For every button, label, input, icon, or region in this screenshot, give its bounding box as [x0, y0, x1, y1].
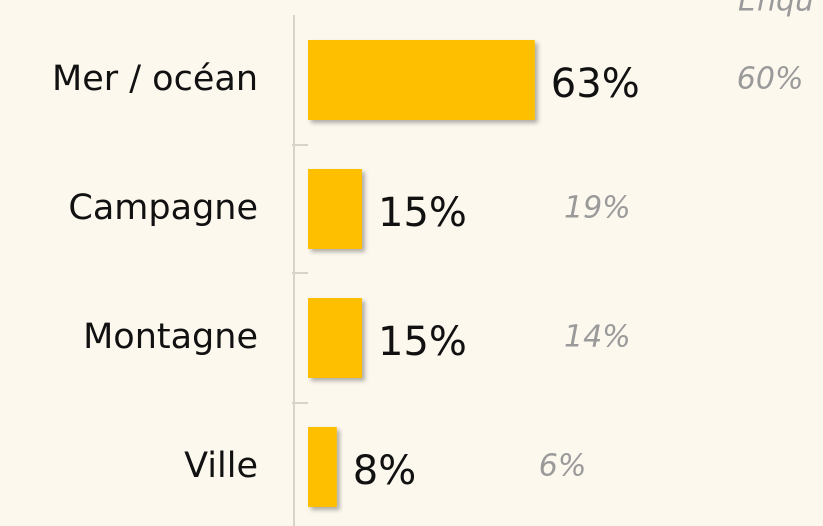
bar: [308, 40, 535, 120]
value-label: 8%: [353, 448, 416, 494]
comparison-label: 19%: [564, 191, 631, 226]
comparison-label: 14%: [564, 320, 631, 355]
bar: [308, 427, 337, 507]
comparison-label: 6%: [539, 449, 587, 484]
comparison-label: 60%: [737, 62, 804, 97]
bar: [308, 298, 362, 378]
bar: [308, 169, 362, 249]
category-label: Campagne: [68, 188, 258, 228]
category-label: Ville: [184, 446, 258, 486]
category-label: Montagne: [83, 317, 258, 357]
annotation: Enqu: [738, 0, 814, 19]
value-label: 15%: [378, 190, 467, 236]
value-label: 15%: [378, 319, 467, 365]
value-label: 63%: [551, 61, 640, 107]
category-label: Mer / océan: [52, 59, 258, 99]
